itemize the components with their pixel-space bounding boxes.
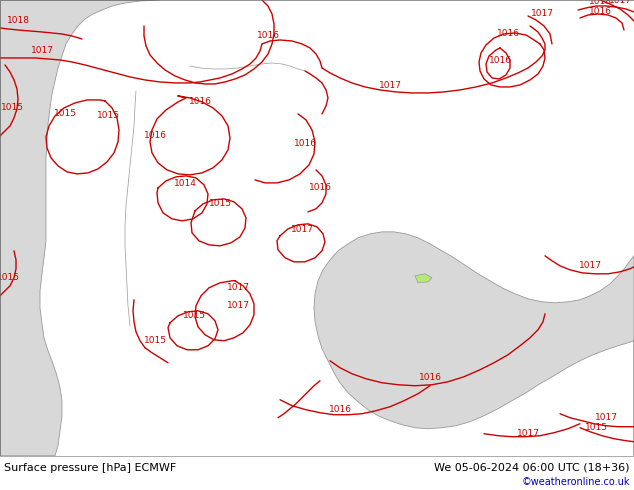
Text: Surface pressure [hPa] ECMWF: Surface pressure [hPa] ECMWF — [4, 463, 176, 473]
Text: 1015: 1015 — [53, 109, 77, 119]
Text: 1018: 1018 — [6, 17, 30, 25]
Text: 1017: 1017 — [378, 81, 401, 91]
Text: 1015: 1015 — [143, 336, 167, 345]
Text: 1015: 1015 — [0, 273, 20, 282]
Text: 1016: 1016 — [489, 56, 512, 66]
Text: 1015: 1015 — [209, 199, 231, 208]
Polygon shape — [314, 232, 634, 456]
Text: 1017: 1017 — [226, 283, 250, 293]
Text: 1015: 1015 — [183, 311, 205, 320]
Text: 1017: 1017 — [531, 9, 553, 19]
Text: 1015: 1015 — [1, 103, 23, 112]
Polygon shape — [0, 0, 160, 456]
Polygon shape — [415, 274, 432, 283]
Text: 1015: 1015 — [96, 111, 119, 121]
Text: 1016: 1016 — [328, 405, 351, 414]
Text: 1016: 1016 — [496, 29, 519, 39]
Text: 1017: 1017 — [517, 429, 540, 438]
Text: 1018: 1018 — [588, 0, 612, 6]
Text: ©weatheronline.co.uk: ©weatheronline.co.uk — [522, 477, 630, 487]
Text: 1014: 1014 — [174, 179, 197, 188]
Text: 1016: 1016 — [418, 373, 441, 382]
Text: 1016: 1016 — [588, 7, 612, 17]
Text: We 05-06-2024 06:00 UTC (18+36): We 05-06-2024 06:00 UTC (18+36) — [434, 463, 630, 473]
Text: 1016: 1016 — [257, 31, 280, 41]
Text: 1016: 1016 — [143, 131, 167, 141]
Text: 1017: 1017 — [226, 301, 250, 310]
Text: 1017: 1017 — [578, 261, 602, 270]
Text: 1016: 1016 — [294, 140, 316, 148]
Text: 1017: 1017 — [290, 225, 313, 234]
Text: 1015: 1015 — [585, 423, 607, 432]
Text: 1017: 1017 — [609, 0, 631, 4]
Text: 1016: 1016 — [188, 98, 212, 106]
Text: 1016: 1016 — [309, 183, 332, 193]
Text: 1017: 1017 — [595, 413, 618, 422]
Text: 1017: 1017 — [30, 47, 53, 55]
